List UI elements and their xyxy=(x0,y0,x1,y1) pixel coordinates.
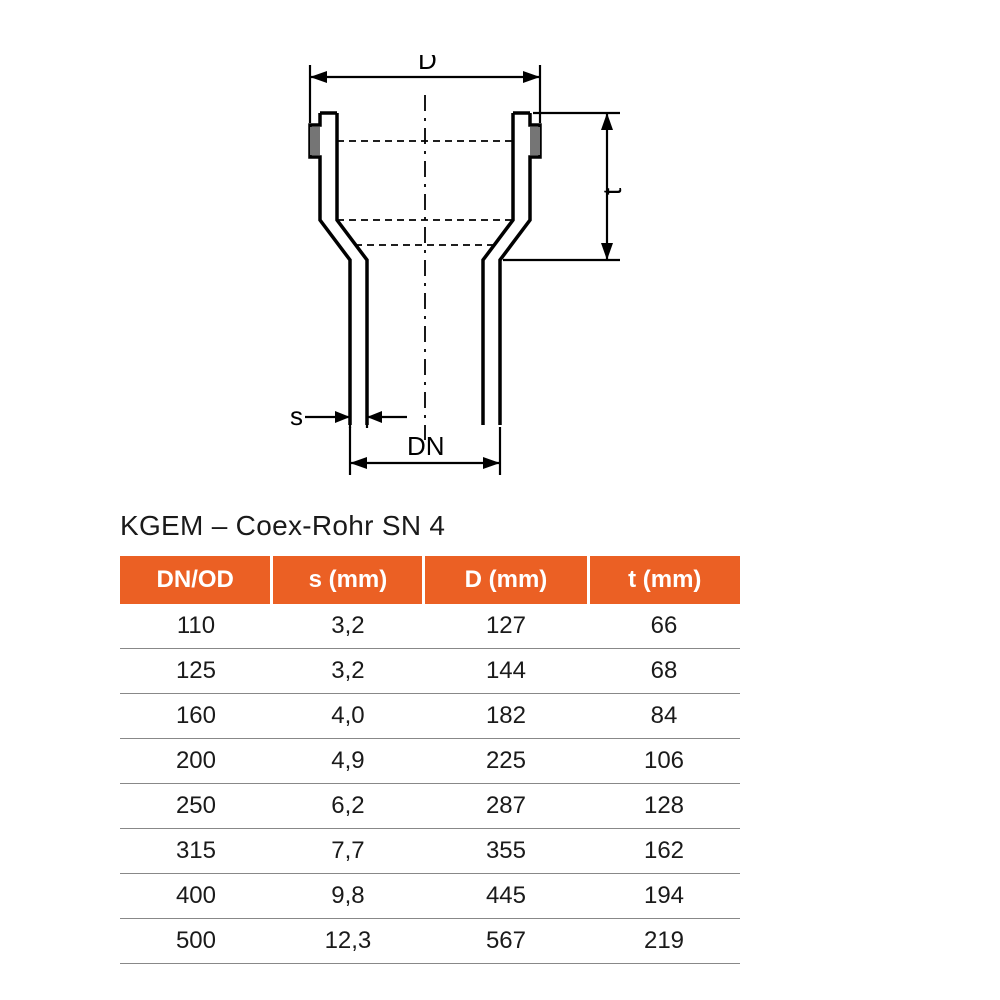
table-cell: 106 xyxy=(588,739,740,784)
table-row: 50012,3567219 xyxy=(120,919,740,964)
table-cell: 12,3 xyxy=(272,919,424,964)
table-cell: 182 xyxy=(424,694,588,739)
table-cell: 3,2 xyxy=(272,649,424,694)
table-col-header: s (mm) xyxy=(272,556,424,604)
table-cell: 287 xyxy=(424,784,588,829)
table-col-header: DN/OD xyxy=(120,556,272,604)
table-cell: 7,7 xyxy=(272,829,424,874)
table-col-header: t (mm) xyxy=(588,556,740,604)
pipe-right-outer xyxy=(500,113,540,425)
table-cell: 144 xyxy=(424,649,588,694)
dim-label-D: D xyxy=(418,55,437,75)
table-cell: 200 xyxy=(120,739,272,784)
table-cell: 315 xyxy=(120,829,272,874)
table-cell: 9,8 xyxy=(272,874,424,919)
table-cell: 162 xyxy=(588,829,740,874)
table-row: 3157,7355162 xyxy=(120,829,740,874)
table-row: 1103,212766 xyxy=(120,604,740,649)
spec-table-area: KGEM – Coex-Rohr SN 4 DN/ODs (mm)D (mm)t… xyxy=(120,510,740,964)
table-cell: 500 xyxy=(120,919,272,964)
pipe-left-inner xyxy=(337,113,367,425)
table-body: 1103,2127661253,2144681604,0182842004,92… xyxy=(120,604,740,964)
table-cell: 567 xyxy=(424,919,588,964)
table-cell: 445 xyxy=(424,874,588,919)
dim-label-DN: DN xyxy=(407,431,445,461)
table-cell: 4,9 xyxy=(272,739,424,784)
table-cell: 127 xyxy=(424,604,588,649)
table-cell: 3,2 xyxy=(272,604,424,649)
pipe-right-inner xyxy=(483,113,513,425)
table-col-header: D (mm) xyxy=(424,556,588,604)
table-title: KGEM – Coex-Rohr SN 4 xyxy=(120,510,740,542)
table-cell: 160 xyxy=(120,694,272,739)
dim-label-t: t xyxy=(597,187,627,195)
table-cell: 66 xyxy=(588,604,740,649)
table-cell: 250 xyxy=(120,784,272,829)
table-cell: 125 xyxy=(120,649,272,694)
table-row: 1253,214468 xyxy=(120,649,740,694)
table-row: 4009,8445194 xyxy=(120,874,740,919)
diagram-svg: D t s DN xyxy=(175,55,735,485)
table-cell: 110 xyxy=(120,604,272,649)
pipe-left-outer xyxy=(310,113,350,425)
dim-label-s: s xyxy=(290,401,303,431)
table-cell: 128 xyxy=(588,784,740,829)
spec-table: DN/ODs (mm)D (mm)t (mm) 1103,2127661253,… xyxy=(120,556,740,964)
table-cell: 194 xyxy=(588,874,740,919)
table-row: 2506,2287128 xyxy=(120,784,740,829)
table-row: 1604,018284 xyxy=(120,694,740,739)
table-cell: 4,0 xyxy=(272,694,424,739)
table-cell: 355 xyxy=(424,829,588,874)
table-cell: 6,2 xyxy=(272,784,424,829)
table-cell: 84 xyxy=(588,694,740,739)
table-cell: 225 xyxy=(424,739,588,784)
table-cell: 68 xyxy=(588,649,740,694)
table-row: 2004,9225106 xyxy=(120,739,740,784)
table-cell: 400 xyxy=(120,874,272,919)
table-header: DN/ODs (mm)D (mm)t (mm) xyxy=(120,556,740,604)
pipe-diagram: D t s DN xyxy=(175,55,735,485)
table-cell: 219 xyxy=(588,919,740,964)
